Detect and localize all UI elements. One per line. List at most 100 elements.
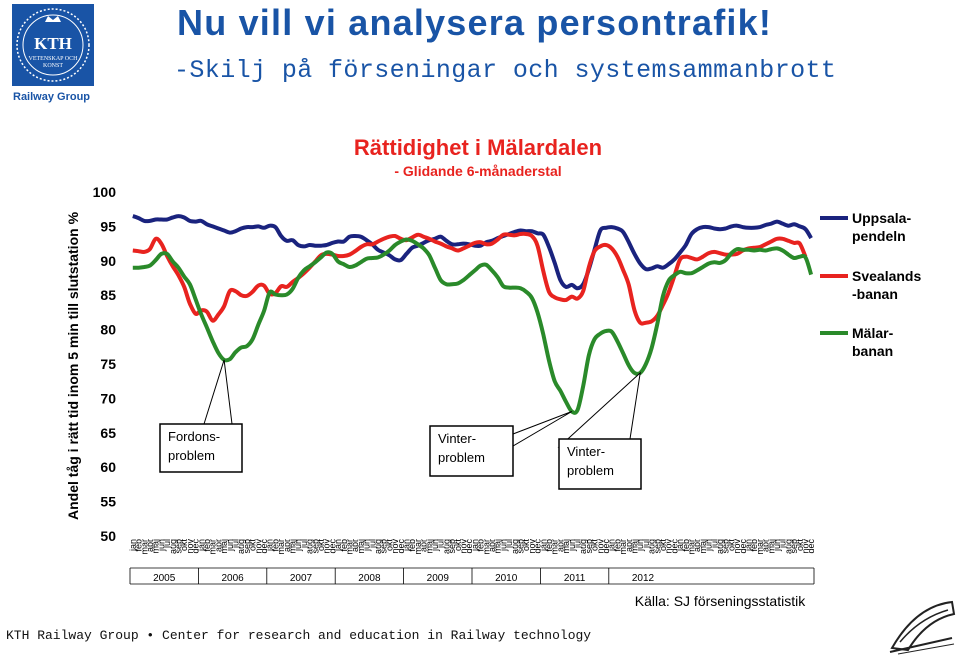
x-tick-label: jul [572,539,582,549]
legend-label: banan [852,343,893,359]
x-tick-label: aug [715,539,725,554]
annotation-text: Fordons- [168,429,220,444]
x-tick-label: sep [447,539,457,554]
x-tick-label: nov [322,539,332,554]
x-tick-label: jun [225,539,235,552]
x-tick-label: mar [550,539,560,555]
series-line-2 [132,231,808,326]
x-tick-label: feb [407,539,417,552]
x-tick-label: maj [493,539,503,554]
x-tick-label: okt [453,539,463,552]
y-tick-label: 90 [100,253,116,269]
x-tick-label: feb [134,539,144,552]
y-tick-label: 65 [100,425,116,441]
x-tick-label: jul [436,539,446,549]
x-tick-label: sep [789,539,799,554]
x-tick-label: maj [151,539,161,554]
kth-crest-icon [16,8,90,82]
x-tick-label: feb [612,539,622,552]
x-tick-label: sep [515,539,525,554]
x-tick-label: maj [629,539,639,554]
x-tick-label: okt [658,539,668,552]
x-tick-label: aug [305,539,315,554]
x-tick-label: mar [686,539,696,555]
x-tick-label: jan [607,539,617,552]
annotation-text: problem [168,448,215,463]
x-tick-label: maj [561,539,571,554]
x-tick-label: jan [675,539,685,552]
annotation-text: Vinter- [567,444,605,459]
source-note: Källa: SJ förseningsstatistik [635,593,806,609]
x-tick-label: dec [396,539,406,554]
x-tick-label: okt [795,539,805,552]
x-tick-label: jul [504,539,514,549]
x-tick-label: sep [242,539,252,554]
logo-motto-text: VETENSKAP OCH KONST [28,56,78,69]
x-tick-label: apr [761,539,771,552]
x-tick-label: jun [704,539,714,552]
year-label: 2009 [427,573,450,584]
x-tick-label: apr [213,539,223,552]
x-tick-label: maj [424,539,434,554]
year-label: 2011 [564,573,586,584]
x-tick-label: feb [270,539,280,552]
x-tick-label: okt [521,539,531,552]
x-tick-label: nov [527,539,537,554]
x-tick-label: sep [652,539,662,554]
x-tick-label: aug [373,539,383,554]
x-tick-label: maj [356,539,366,554]
year-label: 2006 [221,573,244,584]
x-tick-label: jun [498,539,508,552]
y-tick-label: 85 [100,287,116,303]
y-axis-label: Andel tåg i rätt tid inom 5 min till slu… [65,211,81,520]
x-tick-label: jun [156,539,166,552]
x-tick-label: dec [533,539,543,554]
year-label: 2010 [495,573,518,584]
annotation-text: Vinter- [438,431,476,446]
x-tick-label: jan [265,539,275,552]
year-label: 2008 [358,573,381,584]
x-tick-label: sep [379,539,389,554]
x-tick-label: jan [333,539,343,552]
annotation-text: problem [567,463,614,478]
x-tick-label: jul [162,539,172,549]
x-tick-label: apr [624,539,634,552]
x-tick-label: okt [726,539,736,552]
legend-label: Svealands [852,268,921,284]
x-tick-label: apr [555,539,565,552]
x-tick-label: apr [692,539,702,552]
x-tick-label: sep [310,539,320,554]
x-tick-label: feb [339,539,349,552]
x-tick-label: jul [367,539,377,549]
logo-kth-text: KTH [34,34,72,53]
y-tick-label: 70 [100,390,116,406]
x-tick-label: jun [293,539,303,552]
legend-label: Uppsala- [852,210,911,226]
x-tick-label: jul [299,539,309,549]
x-tick-label: okt [179,539,189,552]
x-tick-label: maj [287,539,297,554]
x-tick-label: jul [641,539,651,549]
x-tick-label: dec [259,539,269,554]
x-tick-label: feb [681,539,691,552]
x-tick-label: aug [510,539,520,554]
x-tick-label: okt [248,539,258,552]
x-tick-label: feb [476,539,486,552]
annotation-text: problem [438,450,485,465]
x-tick-label: jun [635,539,645,552]
x-tick-label: aug [236,539,246,554]
kth-logo: KTH VETENSKAP OCH KONST [12,4,94,86]
y-tick-label: 95 [100,218,116,234]
x-tick-label: nov [458,539,468,554]
x-tick-label: sep [584,539,594,554]
x-tick-label: jan [470,539,480,552]
x-tick-label: feb [749,539,759,552]
x-tick-label: okt [590,539,600,552]
x-tick-label: nov [253,539,263,554]
x-tick-label: mar [481,539,491,555]
year-label: 2005 [153,573,176,584]
x-tick-label: apr [419,539,429,552]
annotation-box [558,438,642,490]
x-tick-label: jan [743,539,753,552]
